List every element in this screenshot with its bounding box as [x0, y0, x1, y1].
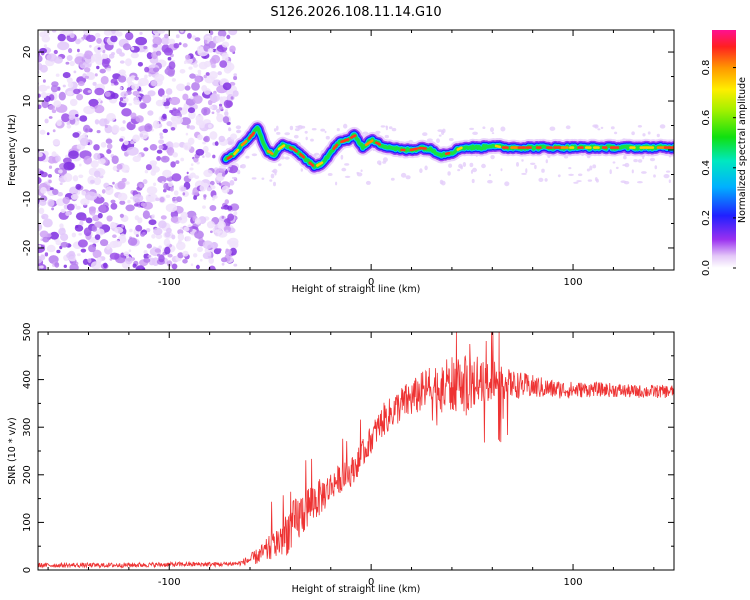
snr-ytick-label: 500 [22, 322, 33, 341]
snr-xlabel: Height of straight line (km) [292, 584, 421, 595]
snr-series-line [38, 332, 674, 569]
colorbar-tick-label: 0.0 [701, 260, 712, 276]
snr-xtick-label: 100 [564, 577, 583, 588]
spectrogram-ytick-label: 0 [22, 147, 33, 153]
snr-axes: -100 0 100 0 100 200 300 400 500 [22, 322, 674, 588]
spectrogram-plot-area [38, 30, 674, 270]
snr-ytick-label: 0 [22, 567, 33, 573]
snr-ytick-label: 100 [22, 513, 33, 532]
colorbar-gradient [712, 30, 736, 268]
colorbar-tick-label: 0.6 [701, 110, 712, 126]
spectrogram-xtick-label: -100 [158, 277, 181, 288]
spectrogram-xtick-label: 100 [564, 277, 583, 288]
ridge-hot-spots [226, 131, 674, 167]
spectrogram-ytick-label: -20 [22, 240, 33, 256]
colorbar-label: Normalized spectral amplitude [737, 77, 748, 223]
snr-ytick-label: 300 [22, 418, 33, 437]
snr-xtick-label: -100 [158, 577, 181, 588]
spectrogram-ytick-label: 10 [22, 95, 33, 108]
spectrogram-noise-speckle [38, 30, 673, 270]
spectrogram-ylabel: Frequency (Hz) [7, 114, 18, 186]
snr-ytick-label: 400 [22, 370, 33, 389]
spectrogram-xlabel: Height of straight line (km) [292, 284, 421, 295]
colorbar-tick-label: 0.4 [701, 160, 712, 176]
snr-xtick-label: 0 [368, 577, 374, 588]
spectrogram-ytick-label: -10 [22, 191, 33, 207]
snr-frame [37, 331, 675, 571]
colorbar-ticks: 0.0 0.2 0.4 0.6 0.8 [701, 60, 736, 276]
snr-plot-area [38, 332, 674, 569]
snr-ytick-label: 200 [22, 465, 33, 484]
spectrogram-ytick-label: 20 [22, 46, 33, 59]
colorbar-tick-label: 0.2 [701, 210, 712, 226]
chart-title: S126.2026.108.11.14.G10 [270, 5, 441, 20]
snr-ylabel: SNR (10 * v/v) [7, 417, 18, 485]
snr-panel: -100 0 100 0 100 200 300 400 500 Height of strai… [7, 322, 675, 595]
colorbar-tick-label: 0.8 [701, 60, 712, 76]
colorbar: 0.0 0.2 0.4 0.6 0.8 Normalized spectral ampl… [701, 30, 748, 276]
spectrogram-xtick-label: 0 [368, 277, 374, 288]
